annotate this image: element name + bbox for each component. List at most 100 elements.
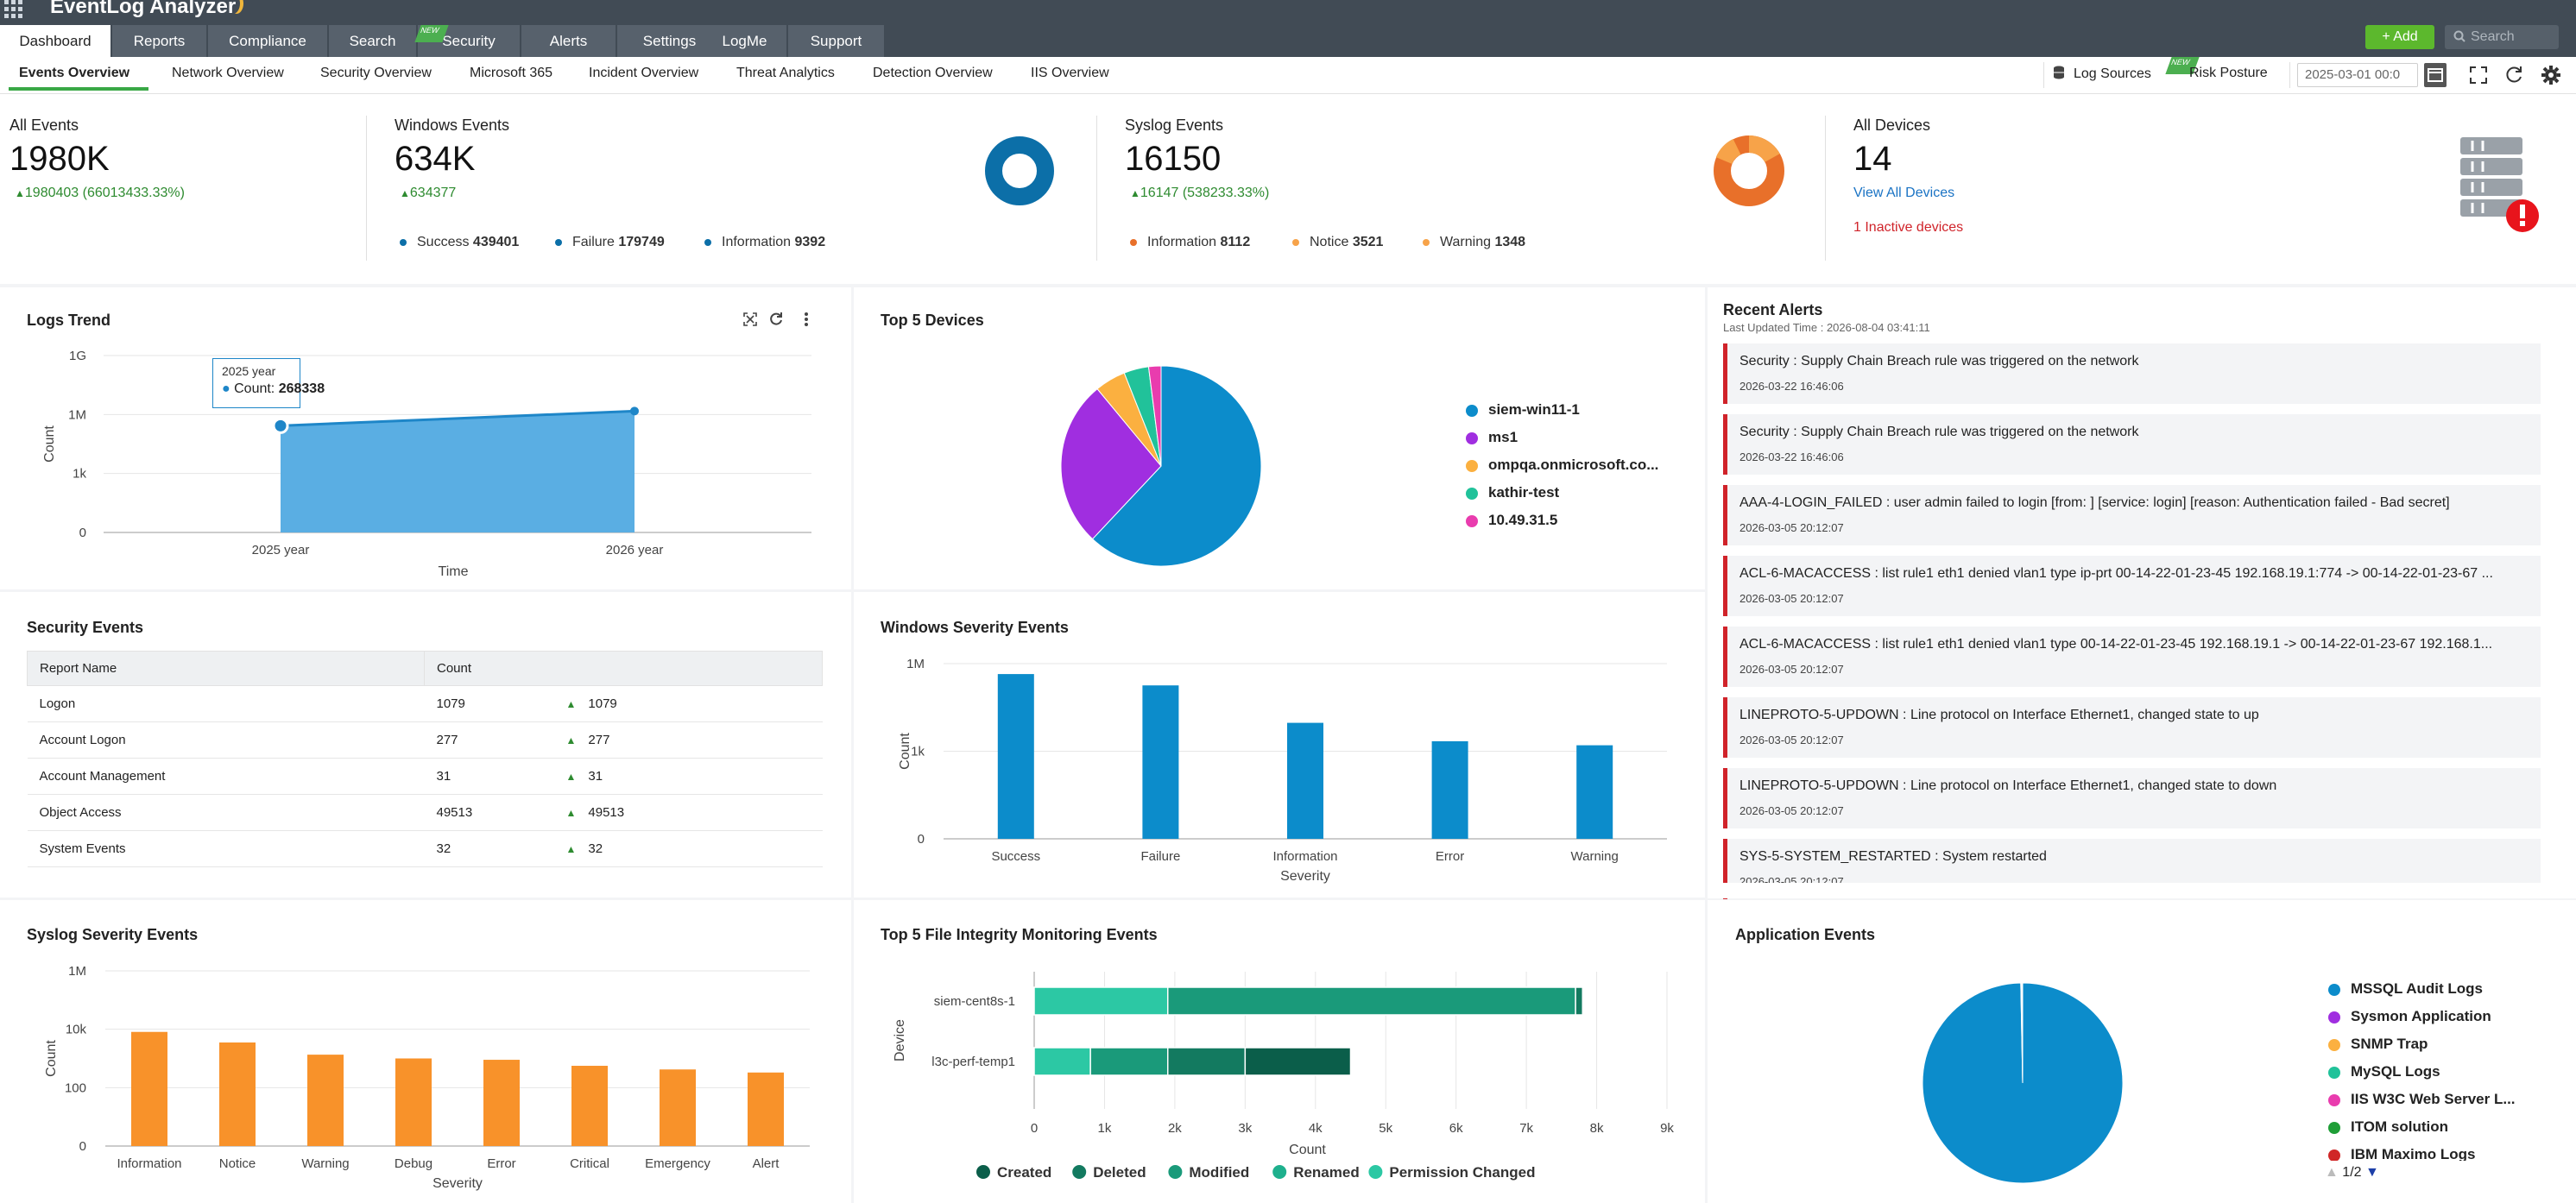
subtab-incident-overview[interactable]: Incident Overview bbox=[589, 66, 699, 80]
count-cell: 277 bbox=[424, 721, 554, 759]
legend-item[interactable]: siem-win11-1 bbox=[1466, 401, 1658, 429]
series-line bbox=[280, 409, 635, 427]
alert-item[interactable]: ACL-6-MACACCESS : list rule1 eth1 denied… bbox=[1723, 627, 2541, 687]
x-tick-label: 4k bbox=[1309, 1121, 1323, 1136]
date-range-input[interactable]: 2025-03-01 00:0 bbox=[2297, 63, 2418, 87]
tab-logme[interactable]: LogMe bbox=[703, 25, 787, 57]
subtab-network-overview[interactable]: Network Overview bbox=[172, 66, 284, 80]
alert-time: 2026-03-05 20:12:07 bbox=[1739, 804, 1844, 817]
x-tick-label: Information bbox=[117, 1156, 181, 1171]
tab-support[interactable]: Support bbox=[788, 25, 885, 57]
risk-posture-button[interactable]: Risk Posture bbox=[2189, 66, 2268, 80]
alert-item[interactable]: AAA-4-LOGIN_FAILED : user admin failed t… bbox=[1723, 485, 2541, 545]
subtab-events-overview[interactable]: Events Overview bbox=[19, 66, 130, 80]
app-title: EventLog Analyzer bbox=[50, 0, 237, 18]
subtab-threat-analytics[interactable]: Threat Analytics bbox=[736, 66, 835, 80]
legend-item[interactable]: 10.49.31.5 bbox=[1466, 512, 1658, 539]
legend-item[interactable]: IBM Maximo Logs bbox=[2328, 1146, 2516, 1161]
x-tick-label: Critical bbox=[570, 1156, 609, 1171]
legend-item[interactable]: MySQL Logs bbox=[2328, 1063, 2516, 1091]
legend-label: Renamed bbox=[1293, 1164, 1360, 1181]
top5-devices-pie bbox=[1060, 365, 1262, 567]
add-button[interactable]: + Add bbox=[2365, 25, 2434, 49]
subtab-security-overview[interactable]: Security Overview bbox=[320, 66, 432, 80]
alert-time: 2026-03-05 20:12:07 bbox=[1739, 663, 1844, 676]
log-sources-button[interactable]: Log Sources bbox=[2053, 66, 2151, 82]
x-axis-label: Severity bbox=[1280, 869, 1330, 884]
alert-text: ACL-6-MACACCESS : list rule1 eth1 denied… bbox=[1739, 566, 2493, 581]
alert-item[interactable]: ACL-6-MACACCESS : list rule1 eth1 denied… bbox=[1723, 556, 2541, 616]
legend-swatch bbox=[2328, 983, 2340, 996]
fim-title: Top 5 File Integrity Monitoring Events bbox=[881, 926, 1158, 943]
tab-alerts[interactable]: Alerts bbox=[521, 25, 616, 57]
report-name-cell: System Events bbox=[27, 830, 425, 867]
y-tick-label: 1k bbox=[73, 467, 86, 482]
tab-search[interactable]: Search bbox=[329, 25, 417, 57]
bar bbox=[660, 1069, 696, 1146]
syslog-events-label: Syslog Events bbox=[1125, 117, 1224, 134]
x-tick-label: 0 bbox=[1031, 1121, 1038, 1136]
legend-item[interactable]: ms1 bbox=[1466, 429, 1658, 457]
syslog-legend-warning: Warning 1348 bbox=[1423, 235, 1525, 250]
bar-segment bbox=[1244, 1047, 1352, 1076]
legend-swatch bbox=[2328, 1149, 2340, 1161]
divider bbox=[1825, 116, 1826, 261]
alert-item[interactable]: Security : Supply Chain Breach rule was … bbox=[1723, 414, 2541, 475]
bar bbox=[1287, 722, 1323, 839]
table-row[interactable]: Object Access 49513 ▲ 49513 bbox=[27, 794, 823, 831]
tab-security[interactable]: NEW Security bbox=[414, 25, 521, 57]
legend-item[interactable]: IIS W3C Web Server L... bbox=[2328, 1091, 2516, 1118]
legend-swatch bbox=[1072, 1165, 1087, 1179]
search-input[interactable]: Search bbox=[2445, 25, 2559, 49]
app-grid-icon[interactable] bbox=[4, 0, 23, 18]
refresh-icon[interactable] bbox=[2504, 66, 2523, 85]
table-row[interactable]: System Events 32 ▲ 32 bbox=[27, 830, 823, 867]
alert-item[interactable]: LINEPROTO-5-UPDOWN : Line protocol on In… bbox=[1723, 768, 2541, 828]
table-row[interactable]: Account Management 31 ▲ 31 bbox=[27, 758, 823, 795]
logs-trend-title: Logs Trend bbox=[27, 312, 111, 329]
calendar-icon[interactable] bbox=[2424, 63, 2447, 87]
legend-swatch bbox=[1368, 1165, 1383, 1179]
legend-item[interactable]: kathir-test bbox=[1466, 484, 1658, 512]
count-cell: 31 bbox=[424, 758, 554, 795]
count-cell: 1079 bbox=[424, 685, 554, 722]
subtab-iis-overview[interactable]: IIS Overview bbox=[1031, 66, 1109, 80]
y-axis-label: Device bbox=[893, 1019, 907, 1061]
up-arrow-icon: ▲ bbox=[565, 843, 577, 855]
refresh-icon[interactable] bbox=[769, 312, 783, 326]
legend-swatch bbox=[2328, 1121, 2340, 1134]
legend-item[interactable]: MSSQL Audit Logs bbox=[2328, 980, 2516, 1008]
legend-item[interactable]: ITOM solution bbox=[2328, 1118, 2516, 1146]
pager-down-icon[interactable]: ▼ bbox=[2365, 1165, 2379, 1180]
legend-item[interactable]: ompqa.onmicrosoft.co... bbox=[1466, 457, 1658, 484]
alert-item[interactable]: Security : Supply Chain Breach rule was … bbox=[1723, 343, 2541, 404]
y-tick-label: 100 bbox=[65, 1080, 86, 1095]
tab-compliance[interactable]: Compliance bbox=[208, 25, 328, 57]
alert-text: ACL-6-MACACCESS : list rule1 eth1 denied… bbox=[1739, 637, 2493, 652]
delta-cell: ▲ 1079 bbox=[553, 685, 823, 722]
tab-dashboard[interactable]: Dashboard bbox=[0, 25, 111, 57]
log-sources-label: Log Sources bbox=[2074, 66, 2151, 81]
alert-text: AAA-4-LOGIN_FAILED : user admin failed t… bbox=[1739, 495, 2450, 510]
legend-swatch bbox=[1466, 404, 1478, 417]
view-all-devices-link[interactable]: View All Devices bbox=[1853, 186, 1955, 200]
x-axis-label: Count bbox=[1289, 1143, 1326, 1157]
bar-segment bbox=[1033, 1047, 1091, 1076]
gear-icon[interactable] bbox=[2541, 65, 2561, 85]
alert-item[interactable]: LINEPROTO-5-UPDOWN : Line protocol on In… bbox=[1723, 697, 2541, 758]
table-row[interactable]: Account Logon 277 ▲ 277 bbox=[27, 721, 823, 759]
app-events-pie bbox=[1922, 982, 2124, 1184]
pager-up-icon[interactable]: ▲ bbox=[2325, 1165, 2339, 1180]
more-options-icon[interactable] bbox=[803, 312, 810, 327]
chart-tooltip: 2025 year ● Count: 268338 bbox=[212, 358, 325, 408]
tab-reports[interactable]: Reports bbox=[112, 25, 207, 57]
subtab-detection-overview[interactable]: Detection Overview bbox=[873, 66, 993, 80]
legend-item[interactable]: Sysmon Application bbox=[2328, 1008, 2516, 1036]
divider bbox=[1096, 116, 1097, 261]
table-row[interactable]: Logon 1079 ▲ 1079 bbox=[27, 685, 823, 722]
subtab-microsoft-365[interactable]: Microsoft 365 bbox=[470, 66, 553, 80]
inactive-devices-link[interactable]: 1 Inactive devices bbox=[1853, 220, 1964, 235]
expand-icon[interactable] bbox=[743, 312, 757, 326]
legend-item[interactable]: SNMP Trap bbox=[2328, 1036, 2516, 1063]
fullscreen-icon[interactable] bbox=[2469, 66, 2488, 85]
